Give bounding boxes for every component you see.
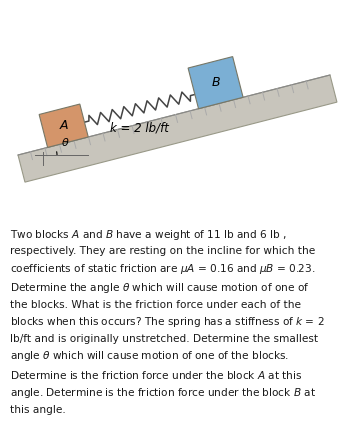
- Polygon shape: [39, 104, 88, 148]
- Text: k = 2 lb/ft: k = 2 lb/ft: [110, 121, 169, 134]
- Text: Two blocks $A$ and $B$ have a weight of 11 lb and 6 lb ,
respectively. They are : Two blocks $A$ and $B$ have a weight of …: [10, 228, 324, 414]
- Polygon shape: [18, 75, 337, 182]
- Text: A: A: [60, 119, 68, 132]
- Polygon shape: [188, 56, 243, 108]
- Text: θ: θ: [62, 138, 68, 148]
- Text: B: B: [211, 76, 220, 89]
